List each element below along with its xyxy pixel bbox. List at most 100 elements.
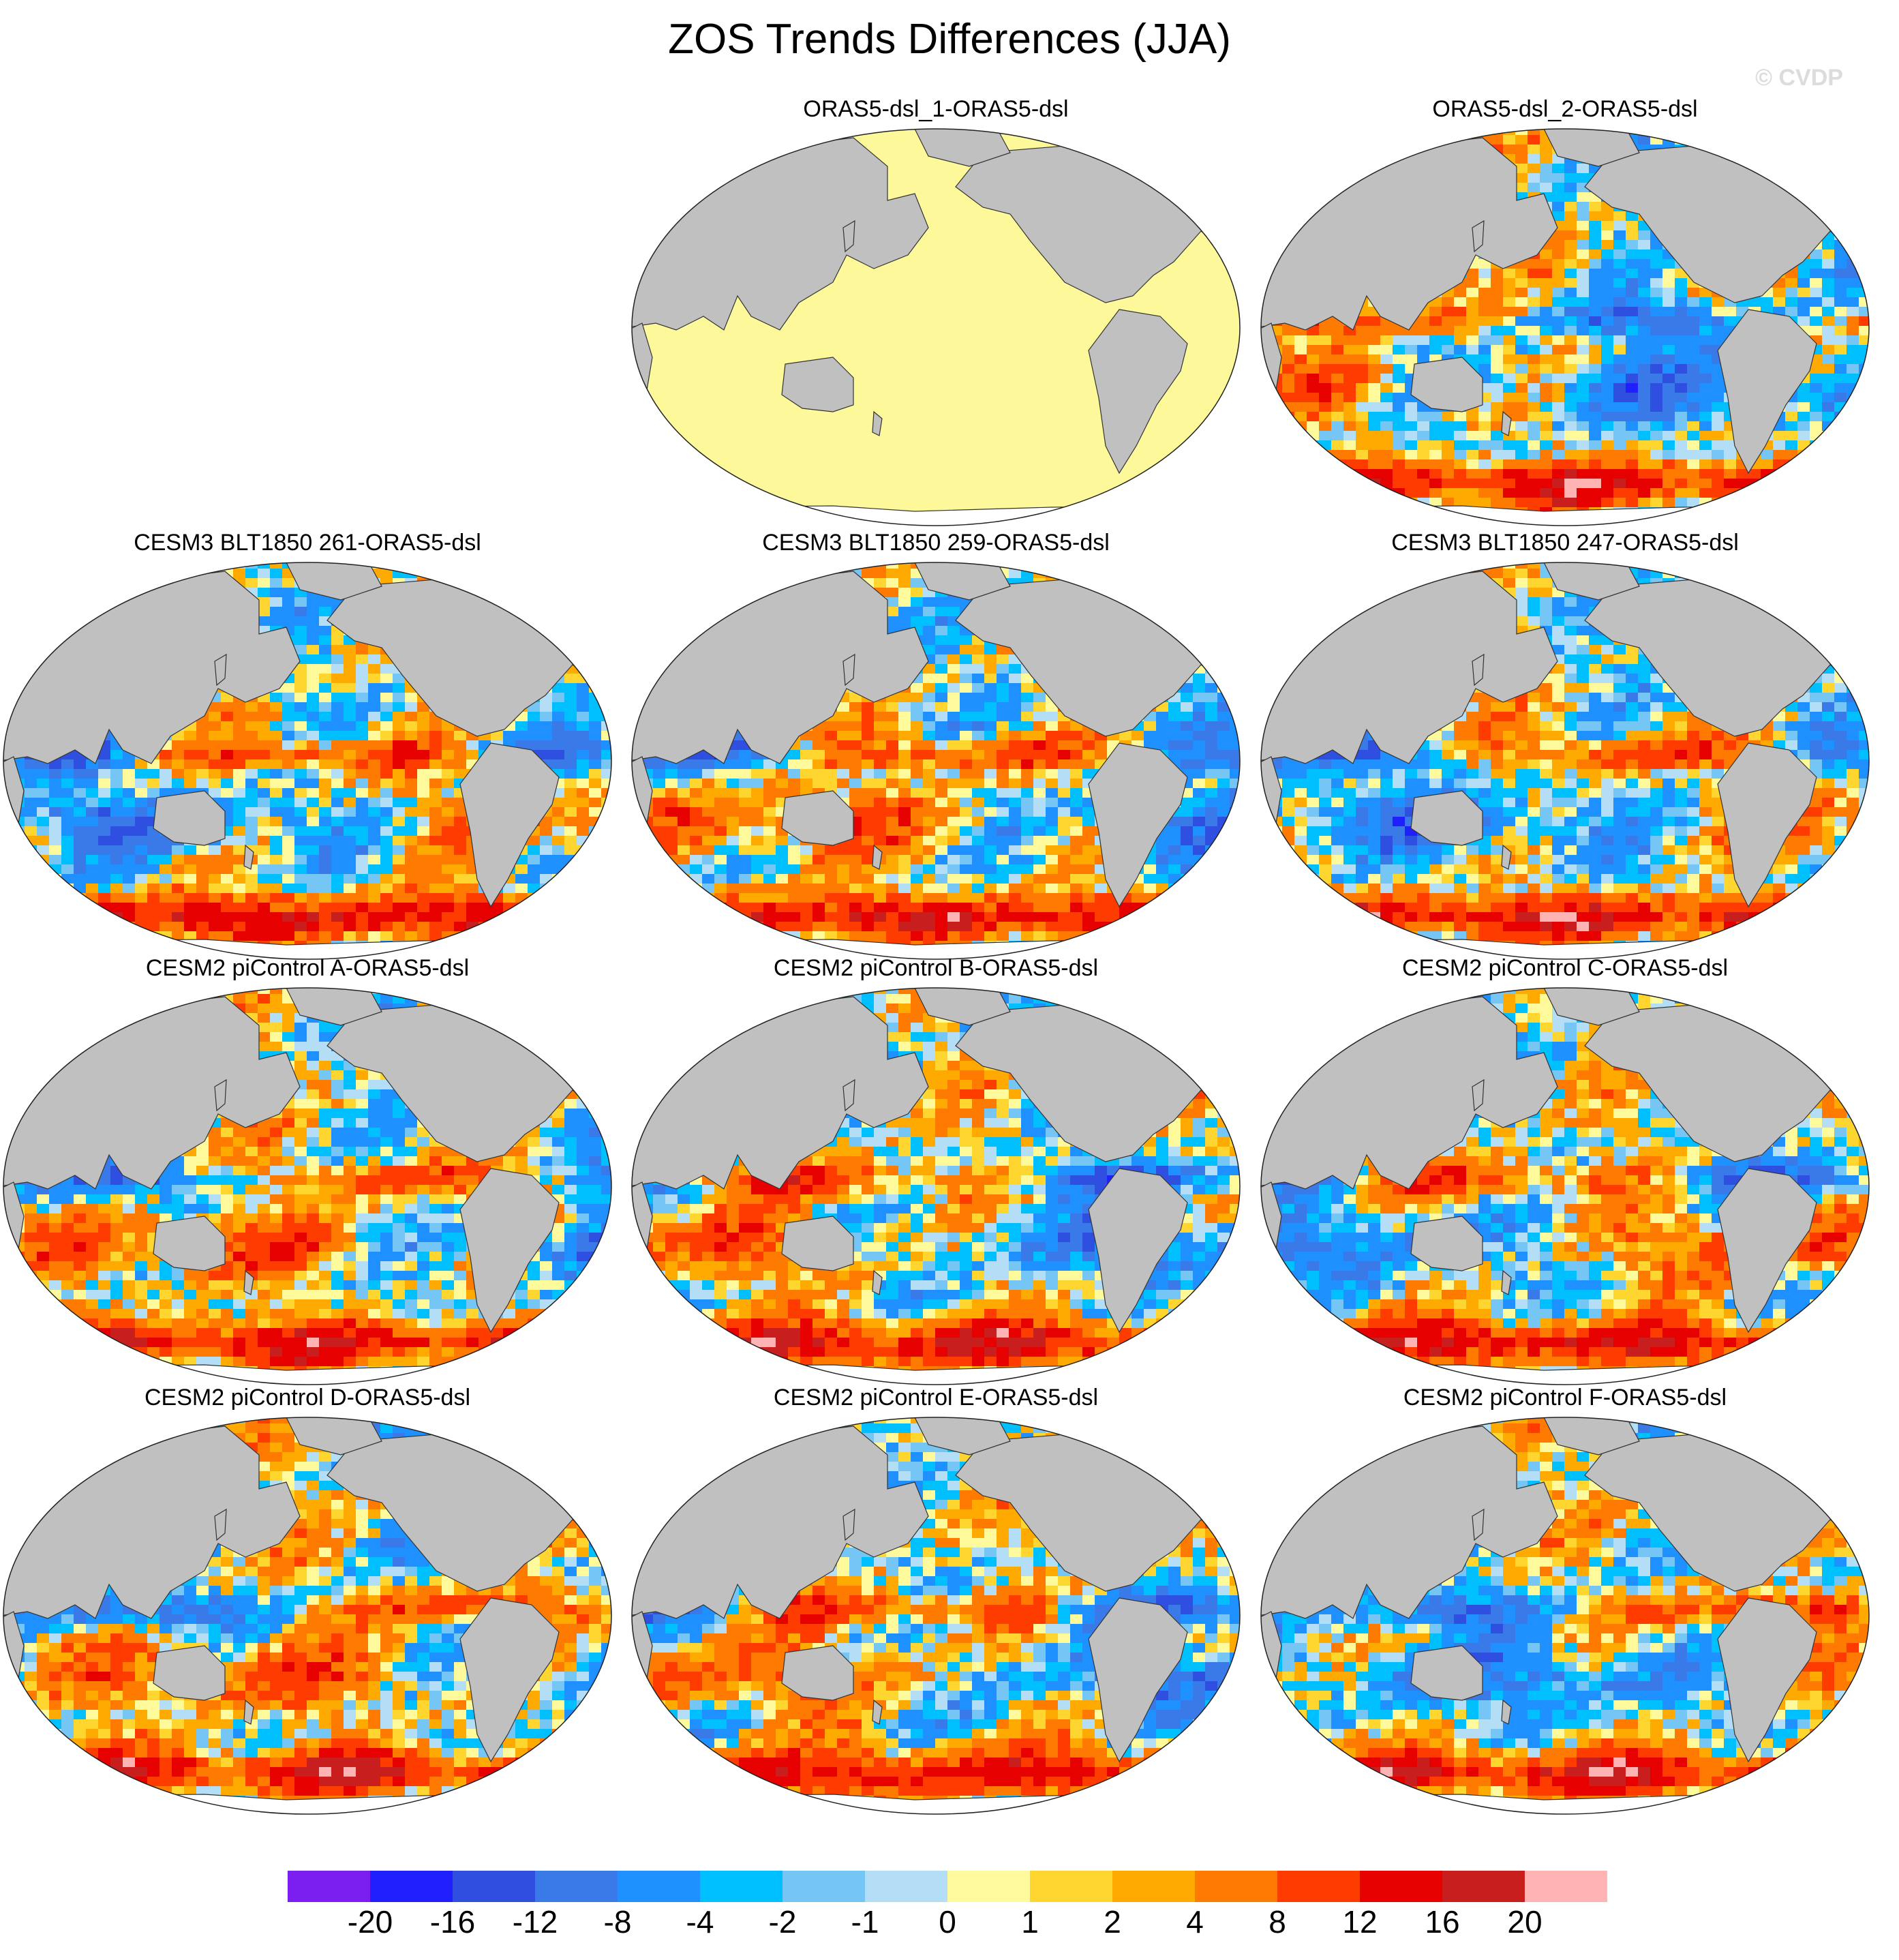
field-cell xyxy=(319,912,332,922)
field-cell xyxy=(12,635,25,646)
field-cell xyxy=(1294,335,1307,346)
field-cell xyxy=(528,912,541,922)
field-cell xyxy=(172,779,185,789)
field-cell xyxy=(356,759,369,770)
field-cell xyxy=(763,569,776,579)
field-cell xyxy=(1822,202,1835,212)
field-cell xyxy=(1810,202,1823,212)
field-cell xyxy=(466,578,479,588)
field-cell xyxy=(245,731,258,741)
field-cell xyxy=(1638,479,1651,489)
field-cell xyxy=(552,693,565,703)
field-cell xyxy=(86,922,99,932)
field-cell xyxy=(1834,517,1847,526)
field-cell xyxy=(1515,421,1528,432)
field-cell xyxy=(1242,654,1243,665)
field-cell xyxy=(1589,269,1602,279)
field-cell xyxy=(1503,355,1516,365)
field-cell xyxy=(1650,297,1663,307)
field-cell xyxy=(1761,507,1774,517)
field-cell xyxy=(1577,459,1590,470)
field-cell xyxy=(1699,326,1712,336)
field-cell xyxy=(540,826,553,836)
field-cell xyxy=(37,874,50,884)
field-cell xyxy=(25,788,37,798)
field-cell xyxy=(935,626,948,636)
field-cell xyxy=(1662,307,1675,317)
land-green xyxy=(1543,129,1640,167)
field-cell xyxy=(1307,364,1320,374)
field-cell xyxy=(245,798,258,808)
field-cell xyxy=(1294,135,1307,145)
field-cell xyxy=(552,903,565,913)
field-cell xyxy=(1761,145,1774,155)
field-cell xyxy=(368,683,381,693)
field-cell xyxy=(923,597,936,607)
field-cell xyxy=(503,731,516,741)
field-cell xyxy=(356,769,369,779)
field-cell xyxy=(1368,459,1381,470)
field-cell xyxy=(601,912,611,922)
field-cell xyxy=(1859,345,1869,355)
field-cell xyxy=(1564,393,1577,403)
field-cell xyxy=(74,779,87,789)
field-cell xyxy=(442,740,455,751)
field-cell xyxy=(1564,250,1577,260)
field-cell xyxy=(1466,450,1479,460)
field-cell xyxy=(184,769,197,779)
field-cell xyxy=(1021,569,1034,579)
field-cell xyxy=(380,759,393,770)
field-cell xyxy=(258,607,271,617)
field-cell xyxy=(159,893,172,903)
field-cell xyxy=(429,931,442,941)
field-cell xyxy=(1797,412,1810,422)
field-cell xyxy=(1478,459,1491,470)
field-cell xyxy=(307,731,320,741)
field-cell xyxy=(1478,431,1491,441)
field-cell xyxy=(135,874,148,884)
field-cell xyxy=(233,788,246,798)
field-cell xyxy=(1601,364,1614,374)
field-cell xyxy=(1687,307,1700,317)
field-cell xyxy=(1662,278,1675,288)
field-cell xyxy=(1478,129,1491,136)
field-cell xyxy=(1270,221,1283,231)
field-cell xyxy=(540,721,553,732)
field-cell xyxy=(37,626,50,636)
field-cell xyxy=(245,912,258,922)
field-cell xyxy=(1871,269,1872,279)
field-cell xyxy=(1724,129,1737,136)
field-cell xyxy=(1356,498,1369,508)
figure-title: ZOS Trends Differences (JJA) xyxy=(0,15,1899,64)
field-cell xyxy=(1834,259,1847,269)
field-cell xyxy=(1748,517,1761,526)
field-cell xyxy=(344,645,356,655)
field-cell xyxy=(3,597,13,607)
field-cell xyxy=(1294,498,1307,508)
field-cell xyxy=(1405,335,1418,346)
field-cell xyxy=(319,683,332,693)
field-cell xyxy=(577,912,590,922)
field-cell xyxy=(1417,488,1430,498)
field-cell xyxy=(258,912,271,922)
field-cell xyxy=(196,769,209,779)
field-cell xyxy=(1871,335,1872,346)
field-cell xyxy=(1393,450,1406,460)
field-cell xyxy=(110,903,123,913)
field-cell xyxy=(307,664,320,674)
field-cell xyxy=(886,569,899,579)
field-cell xyxy=(1847,192,1859,202)
field-cell xyxy=(1368,450,1381,460)
field-cell xyxy=(294,874,307,884)
field-cell xyxy=(282,683,295,693)
field-cell xyxy=(1307,202,1320,212)
field-cell xyxy=(601,674,611,684)
field-cell xyxy=(491,931,504,941)
field-cell xyxy=(123,798,136,808)
field-cell xyxy=(1785,469,1798,479)
field-cell xyxy=(1847,517,1859,526)
field-cell xyxy=(1662,517,1675,526)
field-cell xyxy=(1429,316,1442,327)
field-cell xyxy=(37,798,50,808)
field-cell xyxy=(380,569,393,579)
